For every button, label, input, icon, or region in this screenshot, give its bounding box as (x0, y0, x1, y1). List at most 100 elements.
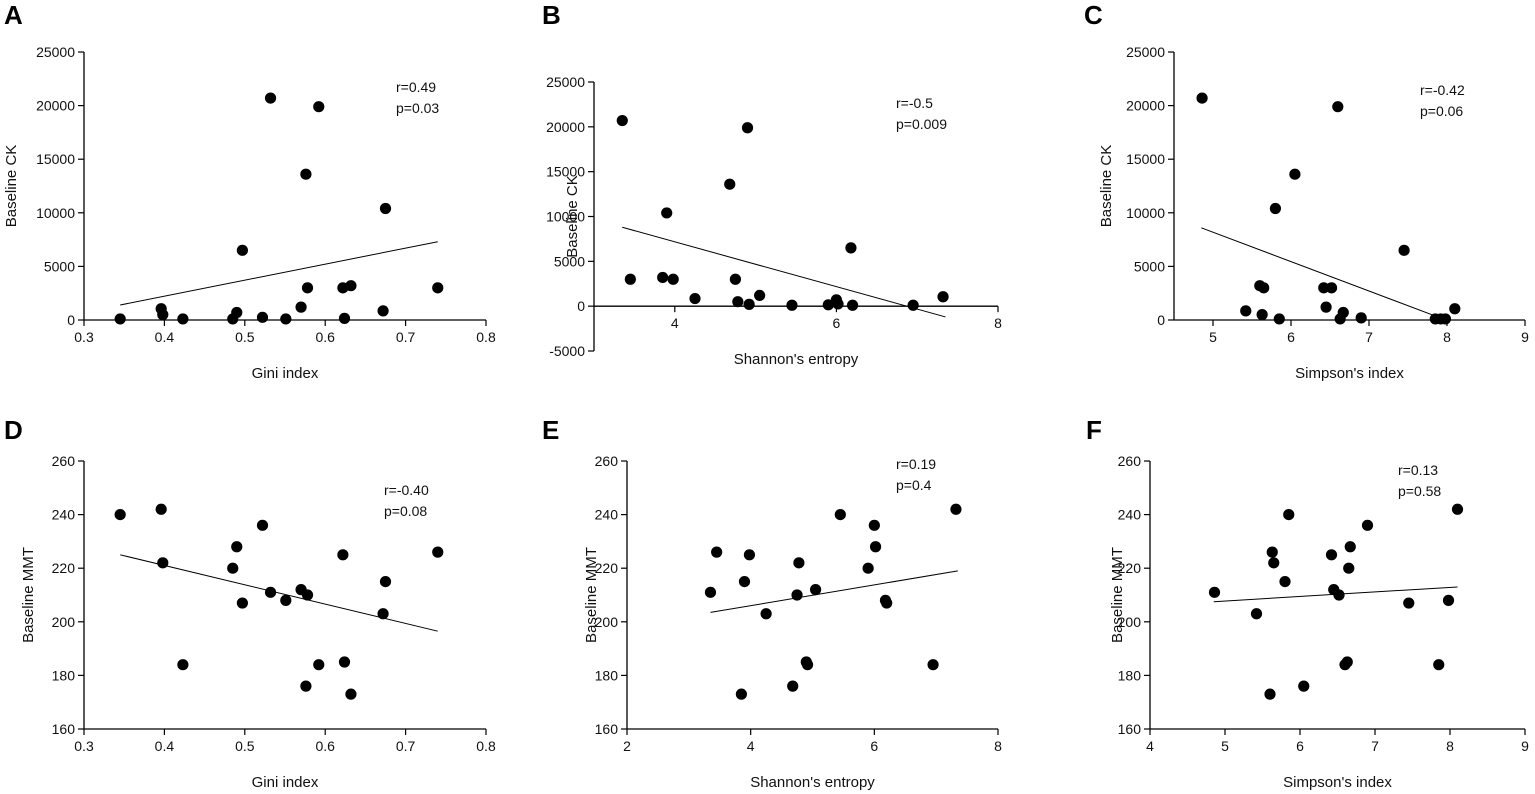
data-point (786, 299, 798, 311)
data-point (657, 271, 669, 284)
y-tick-label: 15000 (1126, 151, 1165, 167)
y-axis-label: Baseline CK (564, 175, 581, 258)
scatter-plot-f: F 160 180 200 220 240 260 4 5 6 7 8 9 Simpson's index… (1086, 415, 1529, 791)
scatter-plot-a: A 0 5000 10000 15000 20000 25000 0.3 0.4 0.5 0.6 0.… (3, 0, 496, 382)
data-point (1208, 586, 1221, 598)
y-tick-label: 10000 (546, 209, 585, 225)
data-point (264, 586, 277, 598)
y-tick-label: 10000 (1126, 205, 1165, 221)
y-axis-label: Baseline MMT (583, 547, 600, 643)
data-point (801, 659, 814, 671)
data-point (809, 584, 822, 596)
data-point (927, 659, 939, 671)
x-tick-label: 6 (1296, 738, 1304, 754)
data-point (1403, 597, 1415, 609)
data-point (114, 509, 126, 521)
x-tick-label: 0.4 (155, 738, 175, 754)
regression-line (120, 554, 438, 632)
y-tick-label: 20000 (36, 98, 75, 114)
x-tick-label: 8 (994, 315, 1002, 331)
data-point (1318, 282, 1330, 294)
y-tick-label: 5000 (44, 258, 75, 274)
data-point (177, 313, 189, 325)
data-point (256, 311, 269, 323)
data-point (1325, 282, 1338, 294)
data-point (754, 289, 766, 302)
data-point (1439, 313, 1452, 325)
y-axis-label: Baseline MMT (20, 547, 37, 643)
data-point (231, 541, 243, 553)
y-tick-label: 220 (52, 560, 76, 576)
data-point (735, 688, 747, 700)
x-tick-label: 0.4 (155, 329, 175, 345)
y-tick-label: 20000 (546, 119, 585, 135)
data-point (743, 298, 755, 310)
x-tick-label: 4 (671, 315, 679, 331)
data-point (822, 299, 834, 311)
x-tick-label: 2 (623, 738, 631, 754)
regression-line (622, 226, 946, 318)
data-point (337, 549, 349, 561)
data-point (1256, 309, 1268, 321)
y-tick-label: 180 (595, 667, 619, 683)
y-tick-label: 160 (595, 721, 619, 737)
data-point (868, 519, 880, 531)
x-tick-label: 0.5 (235, 329, 255, 345)
y-tick-label: 200 (52, 614, 76, 630)
y-tick-label: 180 (52, 667, 76, 683)
x-tick-label: 0.6 (315, 738, 335, 754)
y-axis-label: Baseline CK (3, 145, 20, 228)
y-tick-label: 25000 (36, 44, 75, 60)
data-point (280, 313, 292, 325)
scatter-plot-c: C 0 5000 10000 15000 20000 25000 5 6 7 8 9 Simpson's… (1084, 0, 1529, 382)
data-point (345, 280, 357, 292)
data-point (236, 597, 248, 609)
y-tick-label: 0 (577, 298, 585, 314)
data-point (157, 309, 169, 321)
data-point (345, 688, 357, 700)
data-point (432, 546, 444, 558)
data-point (432, 282, 444, 294)
data-point (1250, 608, 1263, 620)
data-point (732, 296, 744, 308)
data-point (711, 546, 723, 558)
y-axis-label: Baseline CK (1098, 145, 1115, 228)
y-tick-label: -5000 (549, 343, 585, 359)
x-axis-label: Simpson's index (1295, 365, 1404, 382)
data-point (937, 291, 949, 303)
data-point (729, 273, 741, 285)
data-point (793, 557, 805, 569)
data-point (1451, 503, 1464, 515)
x-tick-label: 0.7 (396, 329, 416, 345)
y-tick-label: 240 (595, 507, 619, 523)
y-tick-label: 10000 (36, 205, 75, 221)
y-tick-label: 180 (1118, 667, 1142, 683)
data-point (236, 244, 248, 256)
data-point (338, 312, 351, 324)
data-point (1337, 306, 1349, 319)
x-tick-label: 0.8 (476, 738, 496, 754)
correlation-r: r=-0.40 (384, 482, 429, 498)
data-point (338, 656, 351, 668)
y-tick-label: 160 (52, 721, 76, 737)
y-tick-label: 260 (1118, 453, 1142, 469)
x-tick-label: 0.8 (476, 329, 496, 345)
x-axis-label: Simpson's index (1283, 774, 1392, 791)
data-point (724, 178, 736, 190)
y-tick-label: 200 (595, 614, 619, 630)
data-point (1279, 576, 1291, 588)
data-point (834, 509, 846, 521)
y-tick-label: 220 (1118, 560, 1142, 576)
data-point (1333, 589, 1345, 601)
y-tick-label: 25000 (546, 74, 585, 90)
y-tick-label: 220 (595, 560, 619, 576)
data-point (741, 122, 754, 134)
data-point (1341, 656, 1353, 668)
panel-f: F 160 180 200 220 240 260 4 5 6 7 8 9 Simpson's index… (1024, 397, 1535, 794)
x-axis-label: Shannon's entropy (734, 351, 859, 368)
correlation-p: p=0.4 (896, 477, 932, 493)
x-tick-label: 7 (1371, 738, 1379, 754)
data-point (280, 594, 292, 606)
x-axis-label: Gini index (252, 774, 319, 791)
data-point (1196, 92, 1208, 104)
